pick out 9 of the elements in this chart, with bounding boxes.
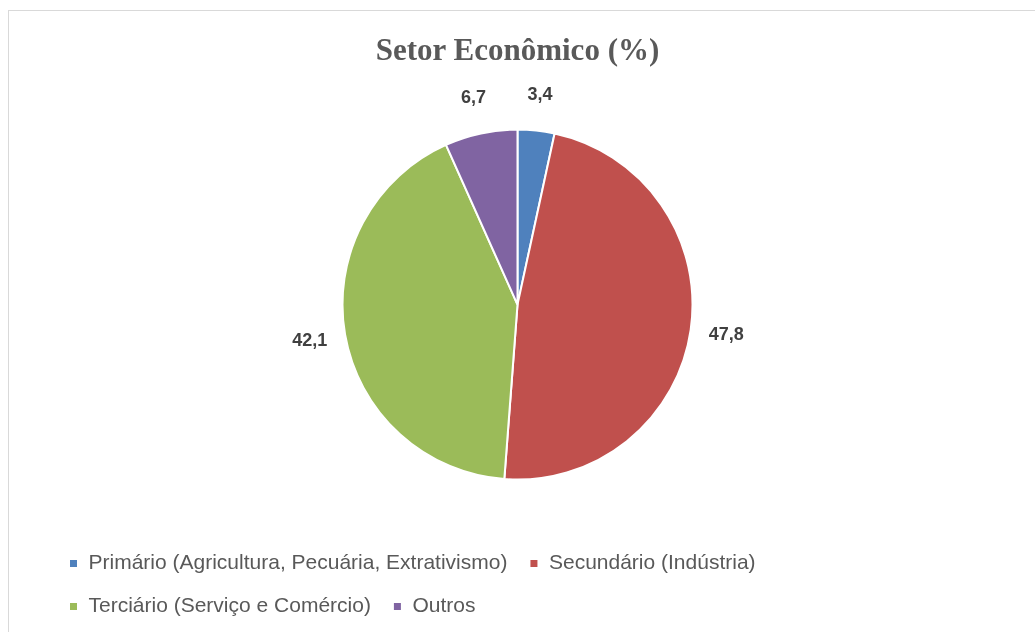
data-label: 6,7 xyxy=(460,87,486,108)
data-label: 47,8 xyxy=(708,323,744,344)
legend-label: Primário (Agricultura, Pecuária, Extrativismo) xyxy=(88,550,508,574)
legend-label: Terciário (Serviço e Comércio) xyxy=(88,593,371,617)
legend-label: Secundário (Indústria) xyxy=(548,550,756,574)
chart-title: Setor Econômico (%) xyxy=(375,31,660,67)
data-label: 3,4 xyxy=(527,83,553,104)
data-label: 42,1 xyxy=(292,329,328,350)
legend-label: Outros xyxy=(412,593,476,617)
